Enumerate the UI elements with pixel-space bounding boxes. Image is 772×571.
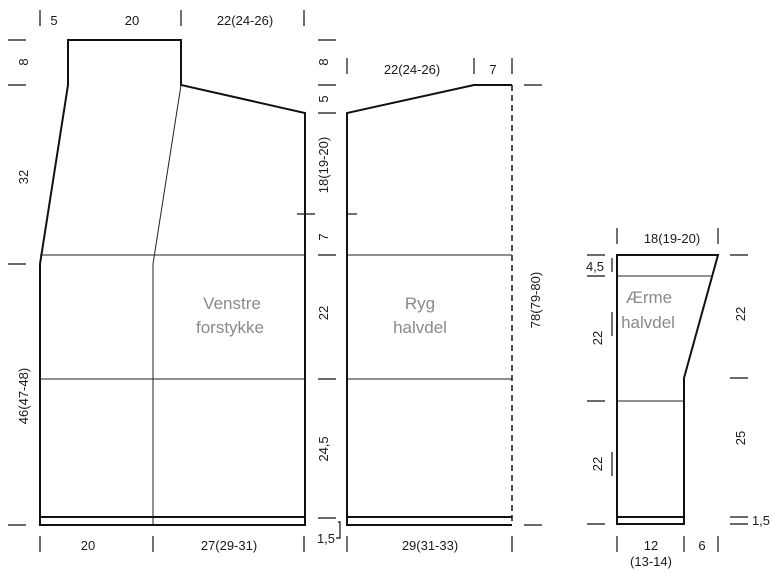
back-dim-top-right: 7 — [489, 62, 496, 77]
back-dimension-ticks — [297, 39, 542, 552]
back-dim-right-78: 78(79-80) — [528, 272, 543, 328]
sleeve-dim-left-22b: 22 — [590, 457, 605, 471]
sleeve-label-line2: halvdel — [621, 313, 675, 332]
sleeve-label-line1: Ærme — [626, 288, 672, 307]
front-label-line1: Venstre — [203, 294, 261, 313]
front-dimension-ticks — [8, 10, 305, 552]
sleeve-dim-right-22: 22 — [733, 307, 748, 321]
sleeve-outline — [616, 254, 720, 525]
back-dim-top-left: 22(24-26) — [384, 62, 440, 77]
front-dim-bottom-left: 20 — [81, 538, 95, 553]
sleeve-dim-left-4-5: 4,5 — [586, 259, 604, 274]
sleeve-dim-bottom-6: 6 — [698, 538, 705, 553]
back-dim-left-24-5: 24,5 — [316, 436, 331, 461]
sleeve-dim-right-25: 25 — [733, 431, 748, 445]
back-label-line2: halvdel — [393, 318, 447, 337]
front-dim-left-8: 8 — [16, 58, 31, 65]
sleeve-dim-left-22a: 22 — [590, 331, 605, 345]
front-fold-line — [152, 84, 182, 265]
sleeve-dimension-ticks — [587, 228, 748, 552]
front-dim-top-mid: 20 — [125, 13, 139, 28]
front-outline — [39, 39, 306, 526]
back-piece: Ryg halvdel — [346, 84, 513, 526]
front-label-line2: forstykke — [196, 318, 264, 337]
back-dim-left-7: 7 — [316, 233, 331, 240]
back-outline — [346, 84, 512, 526]
back-dim-left-8: 8 — [316, 58, 331, 65]
back-dim-left-1-5: 1,5 — [317, 531, 335, 546]
back-dim-bottom: 29(31-33) — [402, 538, 458, 553]
front-dim-left-46: 46(47-48) — [16, 368, 31, 424]
sleeve-dim-bottom-12: 12 — [644, 538, 658, 553]
front-dim-top-right: 22(24-26) — [217, 13, 273, 28]
back-dim-left-22: 22 — [316, 306, 331, 320]
back-dim-left-5: 5 — [316, 95, 331, 102]
front-piece: Venstre forstykke — [39, 39, 306, 526]
front-dim-top-left: 5 — [50, 13, 57, 28]
front-dim-bottom-right: 27(29-31) — [201, 538, 257, 553]
back-label-line1: Ryg — [405, 294, 435, 313]
sleeve-dim-bottom-12-alt: (13-14) — [630, 554, 672, 569]
sleeve-piece: Ærme halvdel — [616, 254, 720, 525]
back-dim-left-18: 18(19-20) — [316, 137, 331, 193]
sleeve-dim-right-1-5: 1,5 — [752, 513, 770, 528]
sleeve-dim-top: 18(19-20) — [644, 231, 700, 246]
front-dim-left-32: 32 — [16, 170, 31, 184]
